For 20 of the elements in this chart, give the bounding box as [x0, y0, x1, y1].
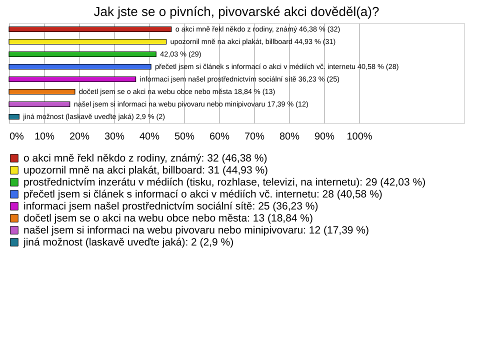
x-tick-label: 40%: [139, 132, 160, 142]
legend-label: prostřednictvím inzerátu v médiích (tisku, rozhlase, televizi, na internetu): 29 (42,03 %): [24, 176, 426, 188]
x-tick-label: 50%: [174, 132, 195, 142]
legend-label: dočetl jsem se o akci na webu obce nebo města: 13 (18,84 %): [24, 212, 313, 224]
x-tick-label: 80%: [279, 132, 300, 142]
x-tick-label: 100%: [346, 132, 372, 142]
x-tick-label: 30%: [104, 132, 125, 142]
x-tick-label: 10%: [34, 132, 55, 142]
x-tick-label: 60%: [209, 132, 230, 142]
legend-label: jiná možnost (laskavě uveďte jaká): 2 (2,9 %): [22, 236, 234, 248]
legend-label: našel jsem si informaci na webu pivovaru nebo minipivovaru: 12 (17,39 %): [24, 224, 370, 236]
x-tick-label: 70%: [244, 132, 265, 142]
legend-label: upozornil mně na akci plakát, billboard: 31 (44,93 %): [24, 164, 268, 176]
x-tick-label: 90%: [314, 132, 335, 142]
x-tick-label: 0%: [10, 132, 24, 142]
legend-label: přečetl jsem si článek s informací o akci v médiích vč. internetu: 28 (40,58 %): [24, 188, 382, 200]
legend-label: o akci mně řekl někdo z rodiny, známý: 32 (46,38 %): [24, 152, 268, 164]
x-tick-label: 20%: [69, 132, 90, 142]
chart-title: Jak jste se o pivních, pivovarské akci dověděl(a)?: [94, 4, 380, 19]
legend-label: informaci jsem našel prostřednictvím sociální sítě: 25 (36,23 %): [24, 200, 318, 212]
